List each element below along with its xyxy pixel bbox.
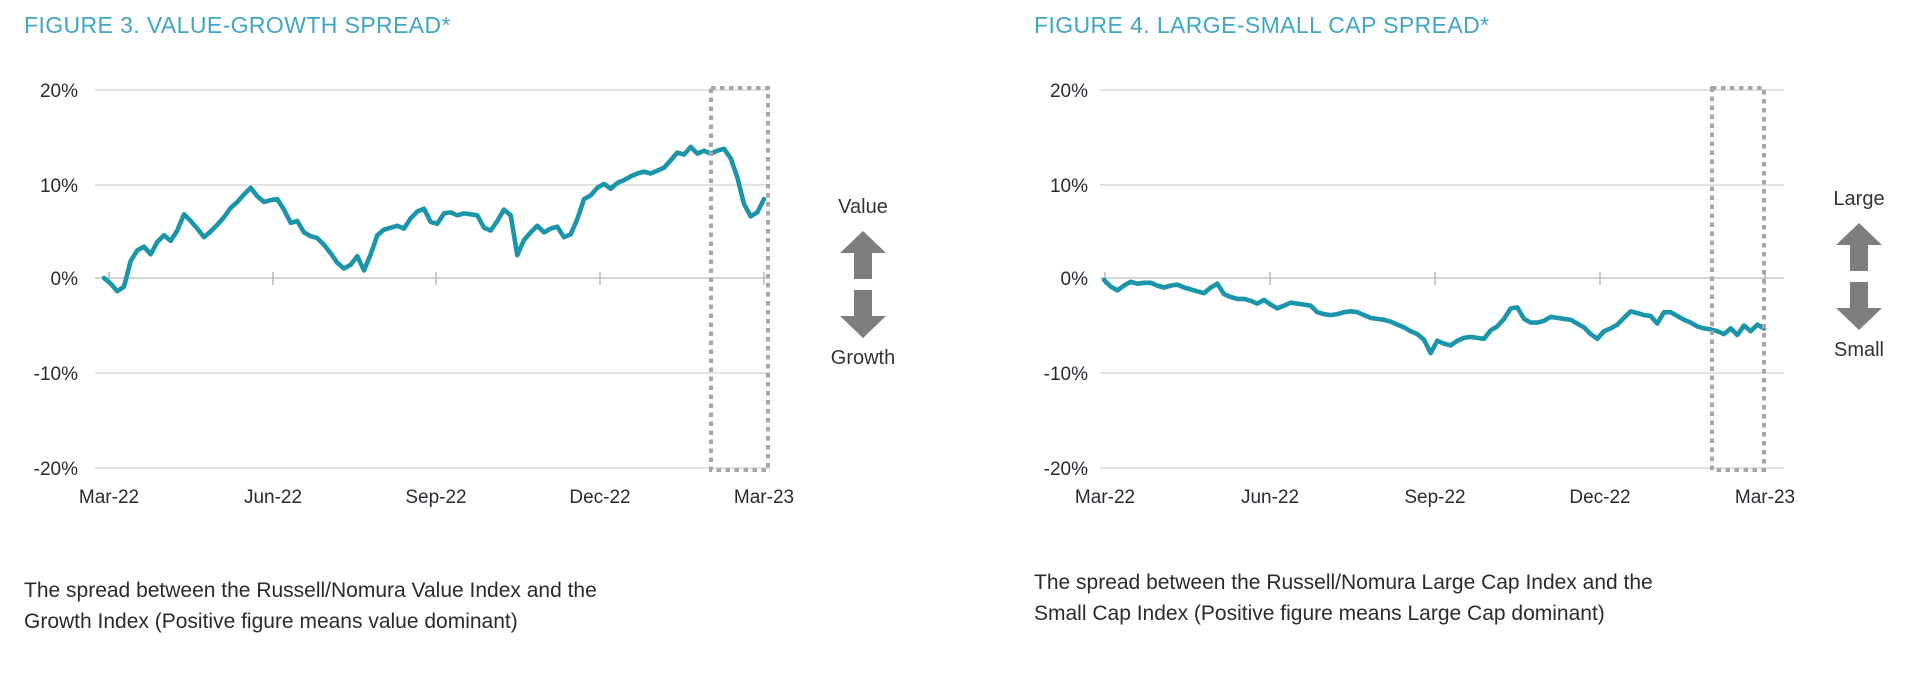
y-axis-tick-label: 20%: [1050, 81, 1088, 102]
figure4-direction-legend: Large Small: [1784, 188, 1920, 361]
large-small-spread-chart: 20% 10% 0% -10% -20% Mar-22 Jun-22 Sep-22 Dec-22…: [1044, 81, 1795, 508]
spread-negative-label: Small: [1833, 339, 1884, 361]
caption-line: The spread between the Russell/Nomura La…: [1034, 571, 1653, 594]
spread-negative-label: Growth: [830, 347, 896, 369]
figure3-caption: The spread between the Russell/Nomura Va…: [24, 575, 724, 637]
caption-line: Growth Index (Positive figure means valu…: [24, 610, 518, 633]
arrow-down-icon: [840, 290, 886, 338]
x-axis-tick-label: Mar-22: [1075, 487, 1135, 508]
figure3-title: FIGURE 3. VALUE-GROWTH SPREAD*: [24, 12, 451, 38]
x-axis-tick-label: Mar-22: [79, 487, 139, 508]
x-axis-tick-label: Sep-22: [405, 487, 466, 508]
x-axis-tick-label: Dec-22: [1569, 487, 1630, 508]
y-axis-tick-label: 0%: [51, 269, 79, 290]
y-axis-tick-label: -20%: [34, 459, 78, 480]
spread-positive-label: Value: [838, 196, 888, 218]
figure4-panel: FIGURE 4. LARGE-SMALL CAP SPREAD* 20% 10%…: [1012, 0, 1920, 675]
arrow-down-icon: [1836, 282, 1882, 330]
y-axis-tick-label: -10%: [1044, 364, 1088, 385]
y-axis-tick-label: -20%: [1044, 459, 1088, 480]
spread-line-series: [101, 144, 767, 294]
y-axis-tick-label: 0%: [1061, 269, 1089, 290]
y-axis-tick-label: 20%: [40, 81, 78, 102]
recent-period-highlight-box: [709, 86, 770, 472]
x-axis-tick-label: Mar-23: [1735, 487, 1795, 508]
spread-line-series: [1101, 277, 1767, 356]
x-axis-tick-label: Sep-22: [1404, 487, 1465, 508]
x-axis-tick-label: Mar-23: [734, 487, 794, 508]
x-axis-tick-label: Dec-22: [569, 487, 630, 508]
figure3-direction-legend: Value Growth: [788, 196, 938, 369]
figure4-title: FIGURE 4. LARGE-SMALL CAP SPREAD*: [1034, 12, 1490, 38]
arrow-up-icon: [840, 231, 886, 279]
arrow-up-icon: [1836, 223, 1882, 271]
caption-line: Small Cap Index (Positive figure means L…: [1034, 602, 1605, 625]
figure3-panel: FIGURE 3. VALUE-GROWTH SPREAD* 20% 10% 0% -…: [24, 12, 938, 637]
spread-positive-label: Large: [1833, 188, 1885, 210]
y-axis-tick-label: 10%: [1050, 176, 1088, 197]
y-axis-tick-label: -10%: [34, 364, 78, 385]
caption-line: The spread between the Russell/Nomura Va…: [24, 579, 597, 602]
figure4-caption: The spread between the Russell/Nomura La…: [1034, 567, 1794, 629]
value-growth-spread-chart: 20% 10% 0% -10% -20%Mar-22 Jun-22 Sep-22 Dec-22…: [34, 81, 794, 508]
x-axis-tick-label: Jun-22: [244, 487, 302, 508]
y-axis-tick-label: 10%: [40, 176, 78, 197]
recent-period-highlight-box: [1710, 86, 1766, 472]
x-axis-tick-label: Jun-22: [1241, 487, 1299, 508]
